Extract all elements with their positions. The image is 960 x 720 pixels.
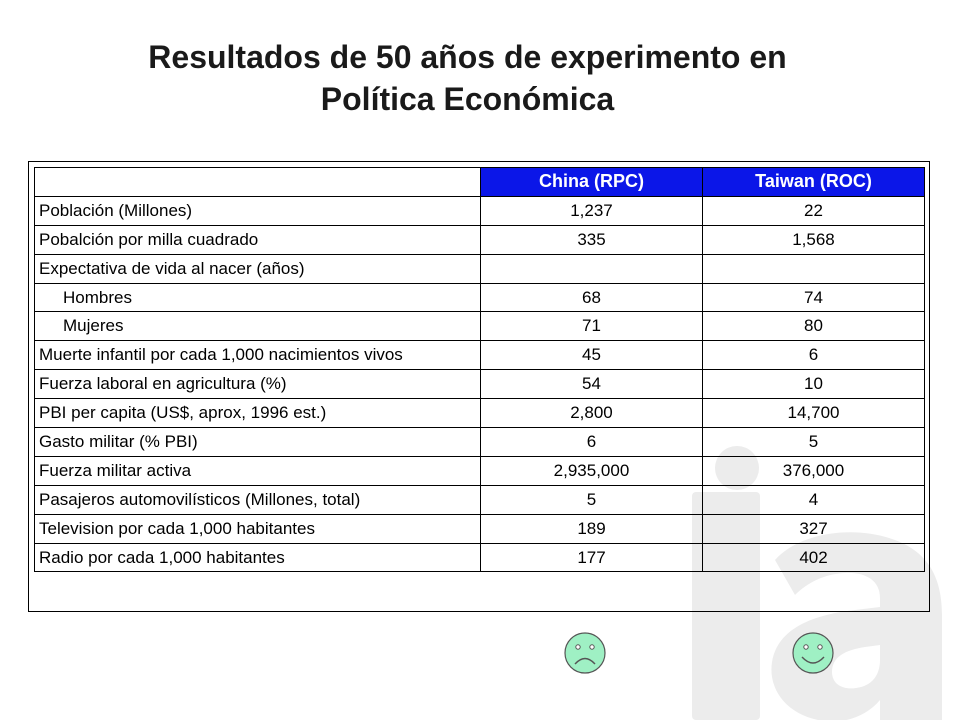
table-row: Television por cada 1,000 habitantes 189… (34, 513, 925, 544)
china-value: 71 (480, 311, 703, 342)
table-row: Expectativa de vida al nacer (años) (34, 253, 925, 284)
china-value: 68 (480, 282, 703, 313)
row-label: Fuerza laboral en agricultura (%) (34, 369, 481, 400)
table-row: Radio por cada 1,000 habitantes 177 402 (34, 542, 925, 573)
table-row: Pobalción por milla cuadrado 335 1,568 (34, 224, 925, 255)
china-value: 54 (480, 369, 703, 400)
row-label: Gasto militar (% PBI) (34, 427, 481, 457)
taiwan-value: 376,000 (702, 455, 925, 486)
china-value (480, 253, 703, 284)
table-header-row: China (RPC) Taiwan (ROC) (34, 167, 925, 197)
china-value: 5 (480, 484, 703, 515)
header-corner-cell (34, 167, 481, 197)
table-row: Mujeres 71 80 (34, 311, 925, 342)
china-value: 335 (480, 224, 703, 255)
row-label: Pasajeros automovilísticos (Millones, to… (34, 484, 481, 515)
china-value: 2,800 (480, 398, 703, 429)
taiwan-value: 6 (702, 340, 925, 371)
china-value: 2,935,000 (480, 455, 703, 486)
taiwan-value: 14,700 (702, 398, 925, 429)
row-label: Television por cada 1,000 habitantes (34, 513, 481, 544)
taiwan-value: 10 (702, 369, 925, 400)
table-row: Población (Millones) 1,237 22 (34, 195, 925, 226)
taiwan-value (702, 253, 925, 284)
table-row: Fuerza militar activa 2,935,000 376,000 (34, 455, 925, 486)
taiwan-value: 22 (702, 195, 925, 226)
sad-face-icon (564, 632, 606, 674)
row-label: PBI per capita (US$, aprox, 1996 est.) (34, 398, 481, 429)
taiwan-value: 74 (702, 282, 925, 313)
table-row: Pasajeros automovilísticos (Millones, to… (34, 484, 925, 515)
row-label: Fuerza militar activa (34, 455, 481, 486)
taiwan-value: 402 (702, 542, 925, 573)
taiwan-value: 1,568 (702, 224, 925, 255)
taiwan-value: 327 (702, 513, 925, 544)
table-row: PBI per capita (US$, aprox, 1996 est.) 2… (34, 398, 925, 429)
china-value: 1,237 (480, 195, 703, 226)
row-label: Población (Millones) (34, 195, 481, 226)
page-title: Resultados de 50 años de experimento en … (0, 36, 935, 120)
china-value: 6 (480, 427, 703, 457)
taiwan-value: 4 (702, 484, 925, 515)
row-label: Muerte infantil por cada 1,000 nacimient… (34, 340, 481, 371)
title-line-2: Política Económica (320, 81, 615, 117)
table-row: Gasto militar (% PBI) 6 5 (34, 427, 925, 457)
china-value: 45 (480, 340, 703, 371)
row-label: Expectativa de vida al nacer (años) (34, 253, 481, 284)
row-label: Hombres (34, 282, 481, 313)
header-taiwan: Taiwan (ROC) (702, 167, 925, 197)
table-row: Muerte infantil por cada 1,000 nacimient… (34, 340, 925, 371)
row-label: Mujeres (34, 311, 481, 342)
table-row: Fuerza laboral en agricultura (%) 54 10 (34, 369, 925, 400)
row-label: Pobalción por milla cuadrado (34, 224, 481, 255)
china-value: 189 (480, 513, 703, 544)
happy-face-icon (792, 632, 834, 674)
china-value: 177 (480, 542, 703, 573)
header-china: China (RPC) (480, 167, 703, 197)
title-line-1: Resultados de 50 años de experimento en (148, 39, 787, 75)
row-label: Radio por cada 1,000 habitantes (34, 542, 481, 573)
table-row: Hombres 68 74 (34, 282, 925, 313)
comparison-table: China (RPC) Taiwan (ROC) Población (Mill… (34, 167, 925, 573)
table-outer-border (28, 161, 930, 612)
taiwan-value: 5 (702, 427, 925, 457)
taiwan-value: 80 (702, 311, 925, 342)
